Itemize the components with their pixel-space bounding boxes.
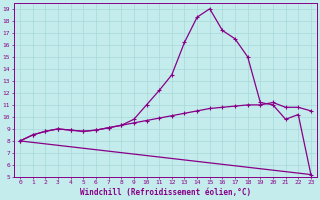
X-axis label: Windchill (Refroidissement éolien,°C): Windchill (Refroidissement éolien,°C) <box>80 188 251 197</box>
